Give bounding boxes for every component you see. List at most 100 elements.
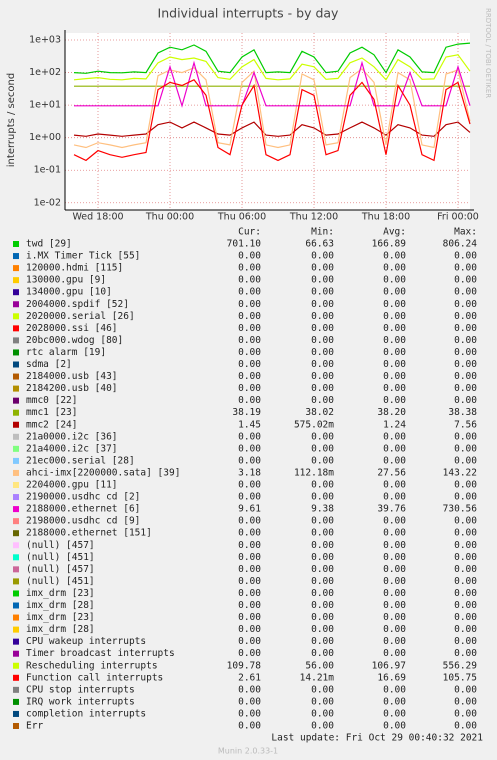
legend-value: 701.10	[227, 239, 262, 250]
legend-value: 0.00	[238, 516, 261, 527]
legend-swatch	[13, 361, 19, 368]
legend-value: 0.00	[311, 612, 334, 623]
x-tick-label: Wed 18:00	[72, 212, 123, 223]
y-tick-label: 1e+03	[29, 34, 61, 45]
legend-value: 0.00	[311, 552, 334, 563]
legend-value: 0.00	[311, 383, 334, 394]
legend-value: 0.00	[238, 287, 261, 298]
legend-value: 1.45	[238, 419, 261, 430]
legend-value: 0.00	[238, 648, 261, 659]
legend-value: 556.29	[443, 660, 478, 671]
legend-value: 0.00	[383, 263, 406, 274]
legend-value: 0.00	[383, 395, 406, 406]
legend-value: 106.97	[372, 660, 406, 671]
legend-value: 0.00	[311, 275, 334, 286]
legend-value: 0.00	[311, 443, 334, 454]
legend-value: 0.00	[383, 347, 406, 358]
legend-value: 0.00	[311, 636, 334, 647]
legend-label: imx_drm [28]	[26, 600, 95, 611]
legend-value: 0.00	[238, 576, 261, 587]
legend-label: 21a4000.i2c [37]	[26, 443, 118, 454]
legend-label: IRQ work interrupts	[26, 696, 135, 707]
legend-value: 0.00	[311, 263, 334, 274]
legend-value: 0.00	[454, 528, 477, 539]
legend-value: 0.00	[383, 323, 406, 334]
legend-value: 0.00	[383, 540, 406, 551]
legend-label: Timer broadcast interrupts	[26, 648, 175, 659]
legend-swatch	[13, 373, 19, 380]
legend-swatch	[13, 626, 19, 633]
legend-label: (null) [457]	[26, 540, 95, 551]
legend-value: 0.00	[311, 251, 334, 262]
legend-swatch	[13, 457, 19, 464]
legend-swatch	[13, 421, 19, 428]
legend-swatch	[13, 602, 19, 609]
legend-value: 0.00	[383, 492, 406, 503]
legend-swatch	[13, 289, 19, 296]
legend-label: 2188000.ethernet [6]	[26, 504, 140, 515]
legend-value: 0.00	[454, 721, 477, 732]
legend-label: imx_drm [23]	[26, 588, 95, 599]
legend-value: 0.00	[454, 492, 477, 503]
legend-value: 1.24	[383, 419, 406, 430]
legend-value: 0.00	[238, 359, 261, 370]
legend-swatch	[13, 638, 19, 645]
credit: RRDTOOL / TOBI OETIKER	[484, 8, 492, 98]
legend-value: 0.00	[454, 335, 477, 346]
legend-value: 0.00	[238, 383, 261, 394]
legend-value: 0.00	[238, 323, 261, 334]
legend-value: 3.18	[238, 467, 261, 478]
legend-value: 730.56	[443, 504, 478, 515]
legend-label: CPU stop interrupts	[26, 684, 135, 695]
legend-label: 2184200.usb [40]	[26, 383, 118, 394]
legend-value: 0.00	[383, 708, 406, 719]
legend-label: 2198000.usdhc cd [9]	[26, 516, 140, 527]
legend-value: 0.00	[311, 492, 334, 503]
legend-value: 0.00	[238, 395, 261, 406]
legend-swatch	[13, 241, 19, 247]
legend-value: 0.00	[454, 287, 477, 298]
legend-value: 9.38	[311, 504, 334, 515]
legend-swatch	[13, 325, 19, 332]
series-line	[74, 60, 471, 108]
legend-value: 0.00	[238, 335, 261, 346]
legend-label: sdma [2]	[26, 359, 72, 370]
legend-value: 0.00	[311, 576, 334, 587]
legend-label: 134000.gpu [10]	[26, 287, 112, 298]
legend-swatch	[13, 337, 19, 344]
legend-value: 0.00	[311, 311, 334, 322]
legend-swatch	[13, 518, 19, 525]
legend-label: i.MX Timer Tick [55]	[26, 251, 140, 262]
legend-column-header: Avg:	[383, 227, 406, 238]
legend-value: 38.02	[305, 407, 334, 418]
legend-swatch	[13, 482, 19, 488]
legend-value: 0.00	[238, 311, 261, 322]
legend-swatch	[13, 723, 19, 729]
legend-value: 0.00	[383, 600, 406, 611]
legend-value: 0.00	[383, 335, 406, 346]
legend-value: 0.00	[238, 455, 261, 466]
legend-value: 0.00	[383, 684, 406, 695]
y-tick-label: 1e+01	[29, 100, 61, 111]
legend-value: 66.63	[305, 239, 334, 250]
legend-value: 0.00	[311, 684, 334, 695]
series-line	[73, 67, 471, 149]
legend-value: 38.38	[448, 407, 477, 418]
legend-value: 0.00	[383, 636, 406, 647]
legend-swatch	[13, 433, 19, 440]
legend-value: 0.00	[383, 648, 406, 659]
legend-label: 20bc000.wdog [80]	[26, 335, 123, 346]
plot-area	[65, 33, 470, 210]
legend-swatch	[13, 614, 19, 621]
legend-value: 0.00	[454, 431, 477, 442]
legend-value: 0.00	[383, 721, 406, 732]
legend-value: 0.00	[238, 371, 261, 382]
legend-label: 120000.hdmi [115]	[26, 263, 123, 274]
legend-swatch	[13, 253, 19, 260]
legend-value: 56.00	[305, 660, 334, 671]
legend-value: 38.20	[377, 407, 406, 418]
legend-label: imx_drm [28]	[26, 624, 95, 635]
legend-swatch	[13, 469, 19, 476]
legend-label: 2184000.usb [43]	[26, 371, 118, 382]
